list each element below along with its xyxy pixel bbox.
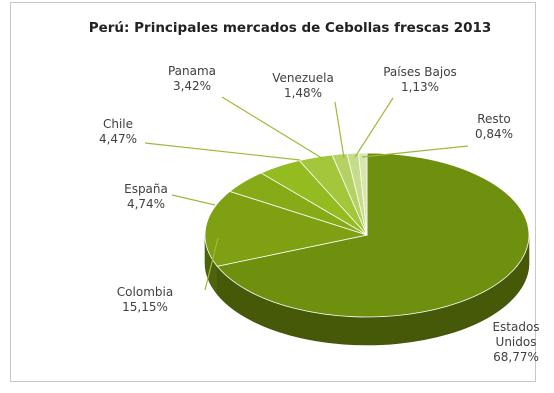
- slice-name-label: Colombia: [117, 285, 173, 299]
- slice-label-4: Panama 3,42%: [168, 64, 216, 93]
- leader-line-3: [144, 142, 301, 161]
- slice-name-label: Unidos: [496, 335, 537, 349]
- slice-label-0: Estados Unidos 68,77%: [492, 320, 539, 364]
- slice-value-label: 15,15%: [122, 300, 168, 314]
- pie-slice-7: [358, 152, 368, 236]
- pie-slice-1: [204, 190, 369, 267]
- slice-label-7: Resto 0,84%: [475, 112, 513, 141]
- slice-name-label: Panama: [168, 64, 216, 78]
- pie-slices: [204, 152, 530, 318]
- slice-value-label: 68,77%: [493, 350, 539, 364]
- slice-name-label: Chile: [103, 117, 133, 131]
- leader-line-4: [221, 96, 326, 161]
- slice-value-label: 4,74%: [127, 197, 165, 211]
- leader-line-5: [334, 101, 345, 159]
- slice-label-2: España 4,74%: [124, 182, 168, 211]
- slice-label-1: Colombia 15,15%: [117, 285, 173, 314]
- slice-name-label: España: [124, 182, 168, 196]
- leader-line-1: [204, 237, 219, 291]
- slice-value-label: 0,84%: [475, 127, 513, 141]
- slice-value-label: 3,42%: [173, 79, 211, 93]
- slice-label-5: Venezuela 1,48%: [272, 71, 334, 100]
- leader-line-7: [361, 145, 469, 158]
- leader-lines: [144, 96, 469, 291]
- slice-name-label: Países Bajos: [383, 65, 457, 79]
- slice-name-label: Venezuela: [272, 71, 334, 85]
- slice-name-label: Estados: [492, 320, 539, 334]
- chart-title: Perú: Principales mercados de Cebollas f…: [89, 20, 492, 36]
- pie-slice-0: [216, 152, 530, 318]
- slice-value-label: 4,47%: [99, 132, 137, 146]
- slice-name-label: Resto: [477, 112, 510, 126]
- slice-value-label: 1,48%: [284, 86, 322, 100]
- leader-line-2: [171, 194, 216, 206]
- slice-label-3: Chile 4,47%: [99, 117, 137, 146]
- leader-line-6: [354, 97, 394, 158]
- slice-label-6: Países Bajos 1,13%: [383, 65, 457, 94]
- slice-labels: Estados Unidos 68,77%Colombia 15,15%España 4…: [99, 64, 540, 364]
- slice-value-label: 1,13%: [401, 80, 439, 94]
